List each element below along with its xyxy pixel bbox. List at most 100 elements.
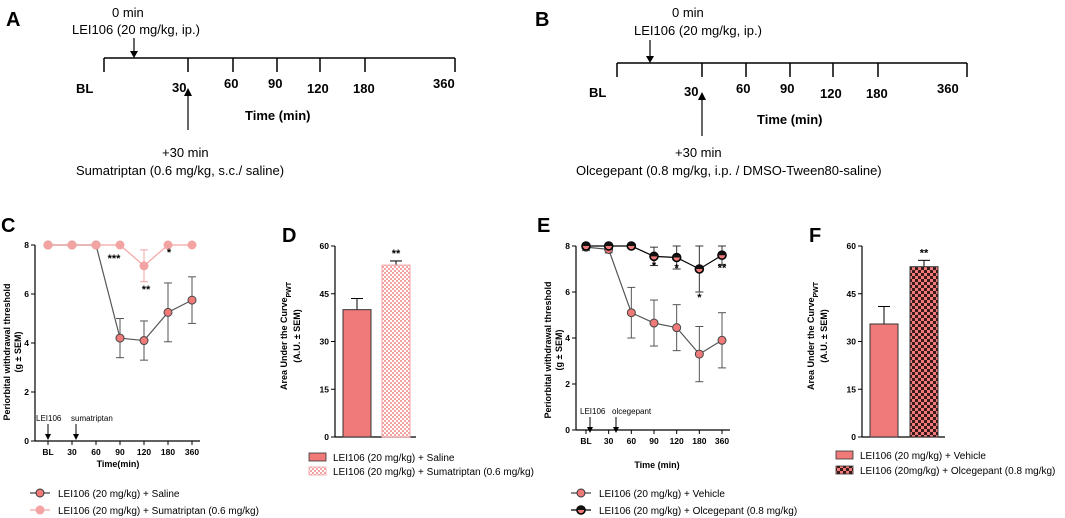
panel-b-injection1-time: 0 min xyxy=(672,5,704,20)
x-tick-label: BL xyxy=(42,447,53,457)
x-tick-label: 120 xyxy=(137,447,151,457)
panel-c-letter: C xyxy=(1,215,15,237)
data-point xyxy=(694,349,704,359)
bar xyxy=(342,309,372,438)
panel-f-ylabel-main: Area Under the Curve xyxy=(806,298,816,391)
bar xyxy=(869,323,899,438)
panel-f-chart: F Area Under the CurvePWT (A.U. ± SEM) 0… xyxy=(806,225,945,442)
legend-marker xyxy=(35,505,45,515)
panel-c-marker-lei106: LEI106 xyxy=(36,414,62,423)
data-point xyxy=(115,333,125,343)
legend-label: LEI106 (20mg/kg) + Olcegepant (0.8 mg/kg… xyxy=(860,466,1055,477)
data-point xyxy=(187,295,197,305)
panel-a-timepoint: 120 xyxy=(307,81,329,96)
y-tick-label: 2 xyxy=(565,379,570,389)
x-tick-label: BL xyxy=(580,436,591,446)
data-point xyxy=(67,240,77,250)
y-tick-label: 2 xyxy=(24,387,29,397)
data-point-half xyxy=(695,265,704,269)
panel-f-ylabel: Area Under the CurvePWT xyxy=(806,281,820,390)
panel-a-arrowhead-down xyxy=(130,51,138,58)
legend-label: LEI106 (20 mg/kg) + Saline xyxy=(58,489,180,500)
significance-label: * xyxy=(697,292,702,304)
y-tick-label: 4 xyxy=(24,338,29,348)
y-tick-label: 8 xyxy=(565,241,570,251)
panel-a-letter: A xyxy=(6,9,20,31)
x-tick-label: 180 xyxy=(692,436,706,446)
significance-label: ** xyxy=(392,248,401,260)
legend-label: LEI106 (20 mg/kg) + Vehicle xyxy=(599,489,725,500)
panel-c-ylabel-units: (g ± SEM) xyxy=(13,332,23,373)
panel-a-injection1-time: 0 min xyxy=(112,5,144,20)
y-tick-label: 45 xyxy=(847,289,857,299)
panel-a-injection2-time: +30 min xyxy=(162,145,209,160)
panel-e-marker-lei106: LEI106 xyxy=(580,407,606,416)
panel-b-timeline: B 0 min LEI106 (20 mg/kg, ip.) BL 30 60 … xyxy=(535,5,968,178)
y-tick-label: 8 xyxy=(24,240,29,250)
panel-d-chart: D Area Under the CurvePWT (A.U. ± SEM) 0… xyxy=(279,225,416,442)
legend-swatch xyxy=(835,450,854,460)
panel-b-axis-title: Time (min) xyxy=(757,112,823,127)
panel-a-baseline-label: BL xyxy=(76,81,93,96)
panel-b-injection2-time: +30 min xyxy=(675,145,722,160)
data-point xyxy=(139,261,149,271)
panel-f-legend: LEI106 (20 mg/kg) + Vehicle LEI106 (20mg… xyxy=(835,450,1055,477)
y-tick-label: 30 xyxy=(320,337,330,347)
x-tick-label: 180 xyxy=(161,447,175,457)
panel-f-ylabel-sub: PWT xyxy=(813,281,820,297)
panel-a-timepoint: 360 xyxy=(433,76,455,91)
y-tick-label: 45 xyxy=(320,289,330,299)
y-tick-label: 4 xyxy=(565,333,570,343)
y-tick-label: 0 xyxy=(24,436,29,446)
legend-swatch xyxy=(308,452,327,462)
panel-b-letter: B xyxy=(535,9,549,31)
x-tick-label: 60 xyxy=(627,436,637,446)
data-point xyxy=(626,308,636,318)
panel-a-injection1-drug: LEI106 (20 mg/kg, ip.) xyxy=(72,22,200,37)
panel-e-chart: E Periorbital withdrawal threshold (g ± … xyxy=(537,215,730,470)
y-tick-label: 6 xyxy=(24,289,29,299)
panel-f-letter: F xyxy=(809,225,821,247)
panel-e-ylabel: Periorbital withdrawal threshold xyxy=(543,281,553,418)
data-point-half xyxy=(718,251,726,256)
panel-a-timepoint: 30 xyxy=(172,80,186,95)
data-point xyxy=(139,336,149,346)
significance-label: ** xyxy=(142,284,151,296)
x-tick-label: 90 xyxy=(115,447,125,457)
panel-e-marker-olcegepant: olcegepant xyxy=(612,407,652,416)
panel-c-marker-sumatriptan: sumatriptan xyxy=(71,414,113,423)
data-point-half xyxy=(650,252,658,257)
y-tick-label: 0 xyxy=(324,432,329,442)
legend-swatch xyxy=(835,465,854,475)
panel-c-ylabel: Periorbital withdrawal threshold xyxy=(2,283,12,420)
significance-label: ** xyxy=(718,262,727,274)
data-point-half xyxy=(627,242,636,246)
x-tick-label: 360 xyxy=(715,436,729,446)
significance-label: * xyxy=(167,247,172,259)
data-point xyxy=(187,240,197,250)
panel-b-injection1-drug: LEI106 (20 mg/kg, ip.) xyxy=(634,23,762,38)
panel-e-ylabel-units: (g ± SEM) xyxy=(554,330,564,371)
legend-marker-half xyxy=(577,506,585,510)
data-point-half xyxy=(604,242,613,246)
panel-a-timepoint: 90 xyxy=(268,76,282,91)
panel-a-axis-title: Time (min) xyxy=(245,108,311,123)
panel-b-timepoint: 30 xyxy=(684,84,698,99)
panel-b-timepoint: 60 xyxy=(736,81,750,96)
x-tick-label: 120 xyxy=(670,436,684,446)
data-point xyxy=(163,307,173,317)
significance-label: ** xyxy=(920,247,929,259)
panel-e-xlabel: Time (min) xyxy=(634,460,679,470)
panel-d-ylabel-units: (A.U. ± SEM) xyxy=(292,309,302,362)
panel-f-ylabel-units: (A.U. ± SEM) xyxy=(819,309,829,362)
x-tick-label: 30 xyxy=(67,447,77,457)
data-point xyxy=(672,323,682,333)
data-point xyxy=(91,240,101,250)
panel-d-ylabel-sub: PWT xyxy=(286,281,293,297)
panel-b-timepoint: 120 xyxy=(820,86,842,101)
panel-a-injection2-drug: Sumatriptan (0.6 mg/kg, s.c./ saline) xyxy=(76,163,284,178)
panel-a-timepoint: 60 xyxy=(224,76,238,91)
x-tick-label: 30 xyxy=(604,436,614,446)
y-tick-label: 0 xyxy=(851,432,856,442)
